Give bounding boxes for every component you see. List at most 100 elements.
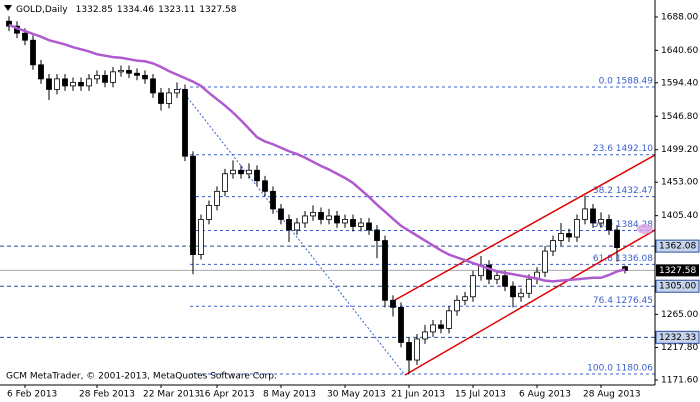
candle-body xyxy=(54,78,60,90)
current-price-label: 1327.58 xyxy=(659,266,696,276)
candle-body xyxy=(438,324,444,329)
current-price-box xyxy=(656,264,699,277)
channel-lower xyxy=(404,229,656,376)
x-tick-label: 28 Aug 2013 xyxy=(583,390,641,400)
candle-body xyxy=(430,324,436,333)
candle-body xyxy=(70,81,76,87)
y-tick-label: 1688.00 xyxy=(661,13,698,23)
x-tick-label: 22 Mar 2013 xyxy=(143,390,200,400)
candle-body xyxy=(102,74,108,83)
x-tick-label: 21 Jun 2013 xyxy=(391,390,445,400)
candle-body xyxy=(454,299,460,312)
y-tick-label: 1640.60 xyxy=(661,46,698,56)
candle-body xyxy=(462,296,468,301)
candle-body xyxy=(526,278,532,294)
candle-body xyxy=(390,299,396,308)
open: 1332.85 xyxy=(76,5,113,15)
candle-body xyxy=(230,169,236,175)
candle-body xyxy=(94,74,100,80)
fib-label: 100.0 1180.06 xyxy=(587,364,653,374)
candle-body xyxy=(38,64,44,80)
candle-body xyxy=(590,208,596,224)
symbol: GOLD,Daily xyxy=(16,5,68,15)
candle-body xyxy=(406,342,412,361)
high: 1334.46 xyxy=(117,5,154,15)
candle-body xyxy=(182,89,188,157)
candle-body xyxy=(198,219,204,256)
candle-body xyxy=(566,233,572,238)
y-tick-label: 1171.60 xyxy=(661,376,698,386)
fib-label: 76.4 1276.45 xyxy=(593,296,653,306)
y-tick-label: 1499.20 xyxy=(661,145,698,155)
candle-body xyxy=(598,219,604,224)
channel-upper xyxy=(394,154,656,301)
candle-body xyxy=(358,222,364,227)
candle-body xyxy=(6,20,12,27)
y-tick-label: 1453.00 xyxy=(661,178,698,188)
candle-body xyxy=(518,292,524,298)
candle-body xyxy=(446,310,452,329)
candle-body xyxy=(190,155,196,256)
candle-body xyxy=(86,78,92,87)
candle-body xyxy=(142,74,148,80)
candle-body xyxy=(574,219,580,238)
x-tick-label: 28 Feb 2013 xyxy=(79,390,135,400)
candle-body xyxy=(78,81,84,87)
fib-label: 38.2 1432.47 xyxy=(593,186,653,196)
fib-label: 50.0 1384.28 xyxy=(593,220,653,230)
y-tick-label: 1217.80 xyxy=(661,343,698,353)
candle-body xyxy=(214,190,220,206)
moving-average xyxy=(8,23,626,283)
candle-body xyxy=(398,306,404,343)
candle-body xyxy=(326,215,332,220)
price-box xyxy=(655,330,700,344)
candle-body xyxy=(334,215,340,224)
candle-body xyxy=(422,331,428,340)
candle-body xyxy=(46,78,52,90)
candle-body xyxy=(302,215,308,224)
candle-body xyxy=(254,169,260,182)
y-tick-label: 1546.80 xyxy=(661,112,698,122)
price-box-label: 1362.08 xyxy=(659,242,696,252)
candle-body xyxy=(614,229,620,248)
candle-body xyxy=(310,212,316,217)
price-box-label: 1305.00 xyxy=(659,282,696,292)
candle-body xyxy=(606,219,612,231)
candle-body xyxy=(262,180,268,192)
candle-body xyxy=(318,212,324,220)
low: 1323.11 xyxy=(158,5,195,15)
candle-body xyxy=(126,70,132,74)
candle-body xyxy=(246,169,252,175)
x-tick-label: 8 May 2013 xyxy=(263,390,316,400)
fib-label: 0.0 1588.49 xyxy=(599,76,654,86)
x-tick-label: 30 May 2013 xyxy=(327,390,386,400)
candle-body xyxy=(270,190,276,210)
marker xyxy=(637,224,653,234)
y-tick-label: 1405.40 xyxy=(661,211,698,221)
x-tick-label: 6 Aug 2013 xyxy=(519,390,571,400)
fib-trend xyxy=(179,87,406,376)
candle-body xyxy=(110,71,116,83)
footer: GCM MetaTrader, © 2001-2013, MetaQuotes … xyxy=(6,372,277,382)
candle-body xyxy=(470,275,476,298)
candle-body xyxy=(150,78,156,94)
y-tick-label: 1265.00 xyxy=(661,310,698,320)
x-tick-label: 16 Apr 2013 xyxy=(199,390,255,400)
candle-body xyxy=(382,240,388,301)
main-layer xyxy=(6,16,628,375)
candle-body xyxy=(62,78,68,87)
candle-body xyxy=(30,39,36,66)
candle-body xyxy=(350,219,356,227)
candle-body xyxy=(582,208,588,220)
candle-body xyxy=(542,250,548,273)
candle-body xyxy=(366,222,372,231)
candle-body xyxy=(374,229,380,241)
candle-body xyxy=(174,89,180,94)
candle-body xyxy=(134,72,140,76)
candle-body xyxy=(158,92,164,104)
candle-body xyxy=(294,222,300,231)
menu-triangle xyxy=(4,5,12,11)
candle-body xyxy=(238,169,244,175)
